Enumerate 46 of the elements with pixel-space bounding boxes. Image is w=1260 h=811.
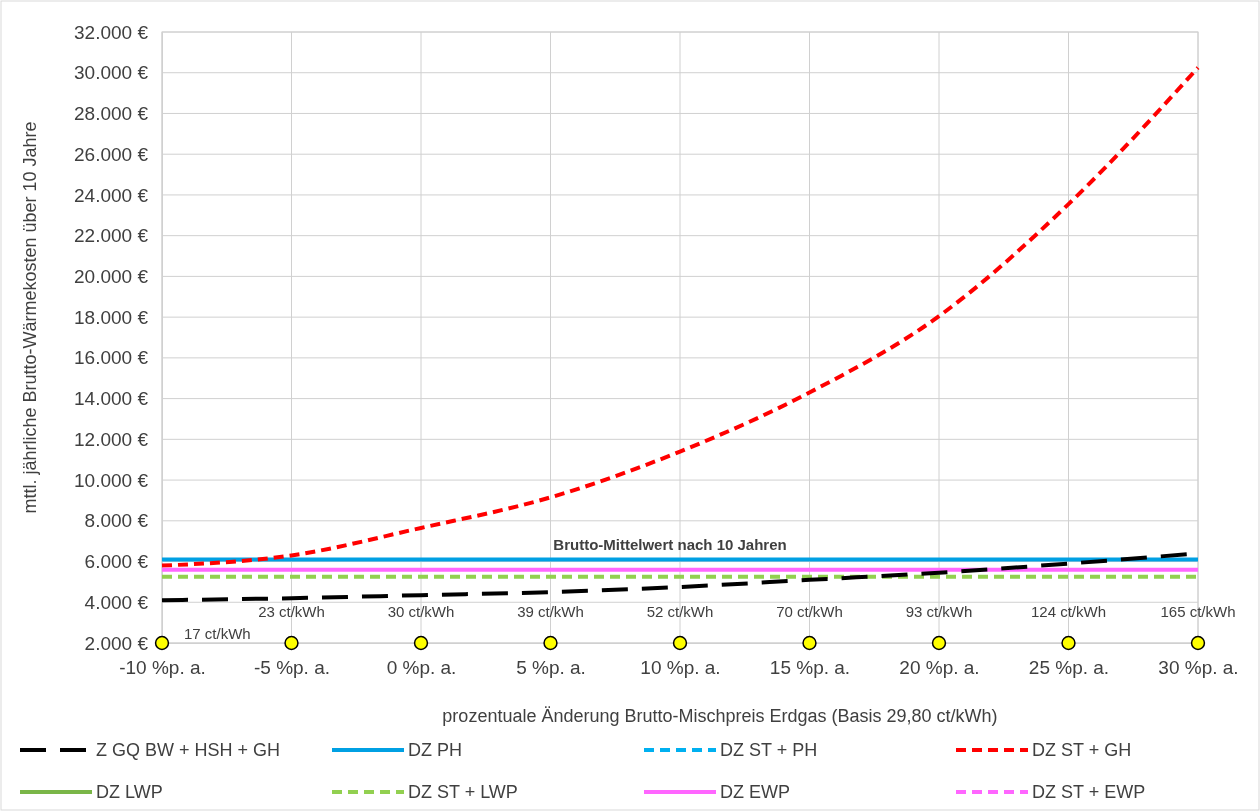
legend-label: Z GQ BW + HSH + GH xyxy=(96,740,281,760)
x-tick-label: -10 %p. a. xyxy=(119,657,206,679)
x-tick-label: -5 %p. a. xyxy=(253,657,331,679)
x-tick-label: 20 %p. a. xyxy=(899,657,980,679)
legend-label: DZ EWP xyxy=(720,782,790,802)
x-tick-label: 25 %p. a. xyxy=(1028,657,1110,679)
annotation: Brutto-Mittelwert nach 10 Jahren xyxy=(553,536,787,553)
y-tick-label: 32.000 € xyxy=(74,21,149,43)
legend-label: DZ ST + EWP xyxy=(1032,782,1146,802)
x-tick-label: 0 %p. a. xyxy=(386,657,457,679)
y-tick-label: 8.000 € xyxy=(84,510,149,532)
legend-label: DZ ST + GH xyxy=(1032,740,1132,760)
x-tick-label: 10 %p. a. xyxy=(640,657,721,679)
x-tick-label: 15 %p. a. xyxy=(769,657,851,679)
y-tick-label: 14.000 € xyxy=(74,388,149,410)
annotation: 93 ct/kWh xyxy=(905,603,973,620)
legend-label: DZ ST + PH xyxy=(720,740,818,760)
y-tick-label: 26.000 € xyxy=(74,143,149,165)
annotation: 17 ct/kWh xyxy=(184,625,251,642)
y-tick-label: 30.000 € xyxy=(74,62,149,84)
y-tick-label: 10.000 € xyxy=(74,469,149,491)
line-series xyxy=(160,65,1200,568)
annotation: 124 ct/kWh xyxy=(1030,603,1107,620)
y-tick-label: 4.000 € xyxy=(84,591,149,613)
annotation: 52 ct/kWh xyxy=(646,603,714,620)
annotation: 23 ct/kWh xyxy=(258,603,325,620)
y-tick-label: 20.000 € xyxy=(74,265,149,287)
annotation: 165 ct/kWh xyxy=(1160,603,1236,620)
y-tick-label: 12.000 € xyxy=(74,428,149,450)
x-axis-title: prozentuale Änderung Brutto-Mischpreis Erdgas (Basis 29,80 ct/kWh) xyxy=(442,706,998,726)
annotation: 70 ct/kWh xyxy=(776,603,843,620)
y-tick-label: 28.000 € xyxy=(74,103,149,125)
x-tick-label: 30 %p. a. xyxy=(1158,657,1239,679)
y-tick-label: 24.000 € xyxy=(74,184,149,206)
y-tick-label: 6.000 € xyxy=(84,551,149,573)
legend-label: DZ PH xyxy=(408,740,462,760)
x-tick-label: 5 %p. a. xyxy=(516,657,586,679)
legend-label: DZ LWP xyxy=(96,782,163,802)
annotation: 30 ct/kWh xyxy=(387,603,455,620)
y-axis-title: mttl. jährliche Brutto-Wärmekosten über 10 Jahre xyxy=(20,121,40,514)
y-tick-label: 16.000 € xyxy=(74,347,149,369)
annotation: 39 ct/kWh xyxy=(517,603,584,620)
y-tick-label: 22.000 € xyxy=(74,225,149,247)
y-tick-label: 2.000 € xyxy=(84,632,149,654)
legend-label: DZ ST + LWP xyxy=(408,782,518,802)
y-tick-label: 18.000 € xyxy=(74,306,149,328)
